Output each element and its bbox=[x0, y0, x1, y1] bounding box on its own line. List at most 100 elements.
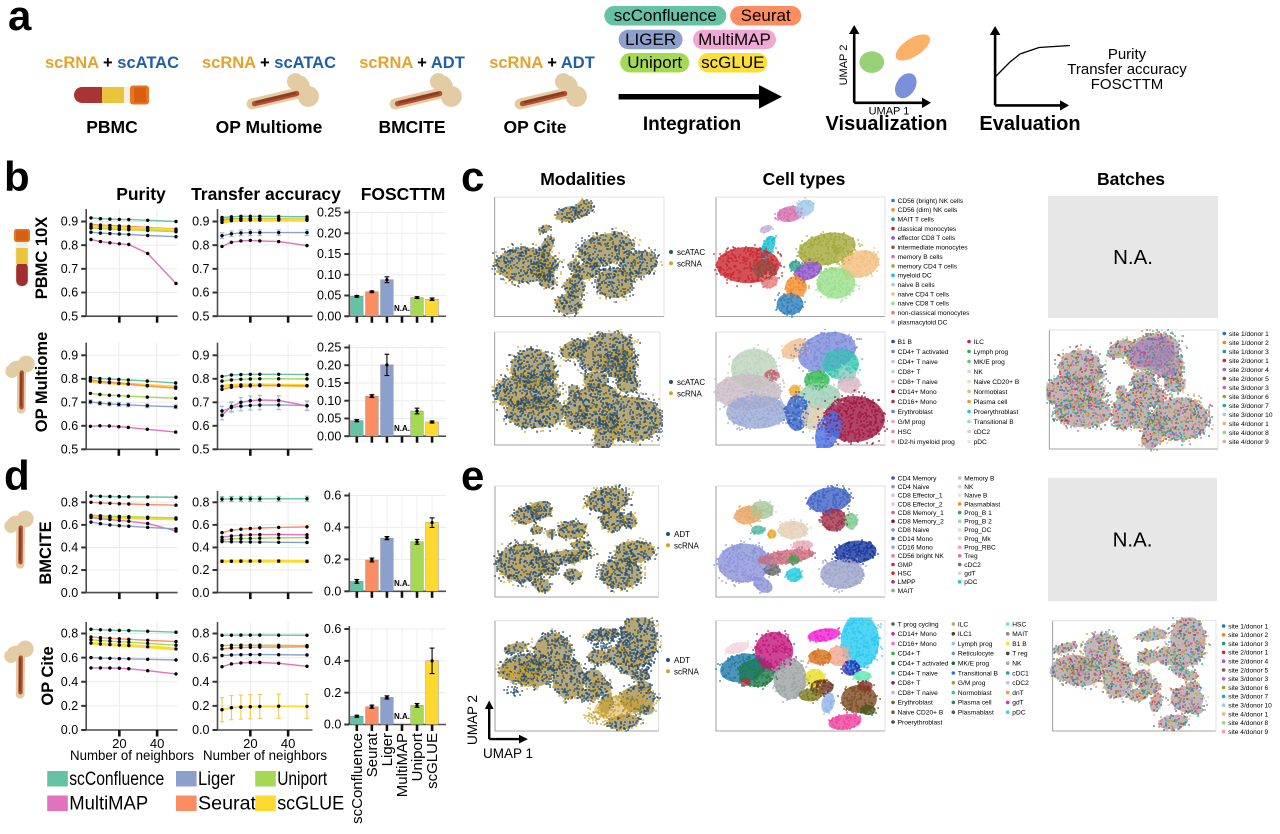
svg-text:Uniport: Uniport bbox=[627, 53, 682, 72]
svg-text:effector CD8 T cells: effector CD8 T cells bbox=[898, 235, 956, 242]
svg-text:site 1/donor 3: site 1/donor 3 bbox=[1228, 641, 1268, 648]
svg-text:Seurat: Seurat bbox=[741, 6, 791, 25]
svg-text:CD56 bright NK: CD56 bright NK bbox=[898, 553, 945, 560]
svg-text:0.6: 0.6 bbox=[61, 518, 78, 532]
svg-text:Purity: Purity bbox=[116, 184, 166, 204]
svg-text:Number of neighbors: Number of neighbors bbox=[203, 747, 327, 763]
svg-text:site 2/donor 1: site 2/donor 1 bbox=[1228, 650, 1268, 657]
svg-text:scRNA: scRNA bbox=[674, 667, 700, 676]
svg-text:CD14+ Mono: CD14+ Mono bbox=[898, 631, 937, 638]
svg-text:site 1/donor 1: site 1/donor 1 bbox=[1229, 331, 1269, 338]
svg-text:G/M prog: G/M prog bbox=[898, 419, 926, 426]
svg-text:naive CD4 T cells: naive CD4 T cells bbox=[898, 291, 950, 298]
svg-text:ID2-hi myeloid prog: ID2-hi myeloid prog bbox=[898, 439, 956, 446]
svg-text:0.6: 0.6 bbox=[324, 622, 341, 636]
svg-text:0.5: 0.5 bbox=[61, 309, 78, 323]
svg-text:40: 40 bbox=[281, 736, 295, 751]
svg-text:0.7: 0.7 bbox=[61, 396, 78, 410]
svg-text:MAIT: MAIT bbox=[898, 588, 914, 595]
svg-text:0.0: 0.0 bbox=[324, 718, 341, 732]
svg-text:site 4/donor 8: site 4/donor 8 bbox=[1229, 430, 1269, 437]
svg-text:Naive CD20+ B: Naive CD20+ B bbox=[898, 710, 944, 717]
svg-text:memory B cells: memory B cells bbox=[898, 254, 944, 261]
svg-text:MK/E prog: MK/E prog bbox=[974, 359, 1005, 366]
svg-text:CD4 Memory: CD4 Memory bbox=[898, 475, 938, 482]
svg-text:BMCITE: BMCITE bbox=[37, 521, 55, 584]
svg-text:site 4/donor 1: site 4/donor 1 bbox=[1228, 711, 1268, 718]
svg-text:CD4+ T activated: CD4+ T activated bbox=[898, 661, 949, 668]
svg-text:Modalities: Modalities bbox=[540, 169, 626, 189]
svg-text:site 2/donor 4: site 2/donor 4 bbox=[1228, 659, 1268, 666]
svg-text:UMAP 1: UMAP 1 bbox=[483, 746, 533, 761]
svg-text:Lymph prog: Lymph prog bbox=[974, 349, 1009, 356]
svg-text:OP Cite: OP Cite bbox=[504, 117, 567, 137]
svg-text:0.6: 0.6 bbox=[192, 518, 209, 532]
svg-text:site 1/donor 2: site 1/donor 2 bbox=[1229, 340, 1269, 347]
svg-text:Prog_B 2: Prog_B 2 bbox=[964, 519, 992, 526]
svg-text:CD4+ T activated: CD4+ T activated bbox=[898, 349, 949, 356]
svg-text:Liger: Liger bbox=[198, 769, 236, 790]
svg-text:site 4/donor 9: site 4/donor 9 bbox=[1229, 439, 1269, 446]
svg-text:Transitional B: Transitional B bbox=[974, 419, 1015, 426]
svg-text:Liger: Liger bbox=[379, 733, 396, 766]
svg-text:0.20: 0.20 bbox=[317, 226, 341, 240]
svg-text:NK: NK bbox=[974, 369, 984, 376]
svg-text:0.8: 0.8 bbox=[61, 496, 78, 510]
svg-text:scATAC: scATAC bbox=[677, 248, 705, 257]
svg-text:Prog_Mk: Prog_Mk bbox=[964, 536, 991, 543]
svg-text:scATAC: scATAC bbox=[677, 378, 705, 387]
svg-text:0.2: 0.2 bbox=[192, 699, 209, 713]
svg-text:Transfer accuracy: Transfer accuracy bbox=[191, 184, 341, 204]
svg-text:scGLUE: scGLUE bbox=[277, 794, 344, 815]
svg-text:UMAP 1: UMAP 1 bbox=[869, 106, 910, 118]
svg-text:site 4/donor 1: site 4/donor 1 bbox=[1229, 421, 1269, 428]
svg-text:OP Cite: OP Cite bbox=[39, 646, 57, 705]
svg-text:0.5: 0.5 bbox=[192, 309, 209, 323]
svg-text:0.6: 0.6 bbox=[61, 651, 78, 665]
svg-text:0.6: 0.6 bbox=[192, 651, 209, 665]
svg-text:CD4+ T naive: CD4+ T naive bbox=[898, 359, 939, 366]
svg-text:scConfluence: scConfluence bbox=[614, 6, 717, 25]
svg-text:e: e bbox=[461, 452, 484, 499]
svg-text:PBMC 10X: PBMC 10X bbox=[33, 217, 51, 300]
svg-text:Normoblast: Normoblast bbox=[974, 389, 1008, 396]
svg-text:dnT: dnT bbox=[1012, 690, 1023, 697]
svg-text:0.0: 0.0 bbox=[61, 723, 78, 737]
svg-text:0.2: 0.2 bbox=[192, 563, 209, 577]
svg-text:0.05: 0.05 bbox=[317, 412, 341, 426]
svg-text:CD16 Mono: CD16 Mono bbox=[898, 545, 934, 552]
svg-text:N.A.: N.A. bbox=[394, 304, 410, 313]
svg-text:Proerythroblast: Proerythroblast bbox=[898, 719, 943, 726]
svg-text:ADT: ADT bbox=[674, 530, 690, 539]
svg-text:site 2/donor 5: site 2/donor 5 bbox=[1228, 667, 1268, 674]
svg-text:CD8 Memory_2: CD8 Memory_2 bbox=[898, 519, 945, 526]
svg-text:0.9: 0.9 bbox=[61, 215, 78, 229]
svg-text:N.A.: N.A. bbox=[394, 712, 410, 721]
svg-text:scGLUE: scGLUE bbox=[701, 53, 764, 72]
svg-text:0.7: 0.7 bbox=[192, 262, 209, 276]
svg-text:pDC: pDC bbox=[964, 579, 977, 586]
svg-text:Prog_B 1: Prog_B 1 bbox=[964, 510, 992, 517]
svg-text:0.15: 0.15 bbox=[317, 376, 341, 390]
svg-text:CD8+ T: CD8+ T bbox=[898, 680, 921, 687]
svg-text:cDC2: cDC2 bbox=[964, 562, 981, 569]
svg-text:Prog_DC: Prog_DC bbox=[964, 527, 991, 534]
svg-text:CD56 (bright) NK cells: CD56 (bright) NK cells bbox=[898, 198, 964, 205]
svg-text:Plasmablast: Plasmablast bbox=[958, 710, 994, 717]
svg-text:MultiMAP: MultiMAP bbox=[394, 733, 411, 797]
svg-text:naive B cells: naive B cells bbox=[898, 282, 936, 289]
svg-text:CD16+ Mono: CD16+ Mono bbox=[898, 641, 937, 648]
svg-text:0.5: 0.5 bbox=[192, 443, 209, 457]
svg-text:0.00: 0.00 bbox=[317, 429, 341, 443]
svg-text:T reg: T reg bbox=[1012, 651, 1028, 658]
svg-text:Erythroblast: Erythroblast bbox=[898, 700, 933, 707]
svg-text:Normoblast: Normoblast bbox=[958, 690, 992, 697]
svg-text:CD8+ T naive: CD8+ T naive bbox=[898, 379, 939, 386]
svg-text:gdT: gdT bbox=[964, 570, 975, 577]
svg-text:NK: NK bbox=[964, 484, 974, 491]
svg-text:0.4: 0.4 bbox=[324, 521, 341, 535]
svg-text:ADT: ADT bbox=[674, 656, 690, 665]
svg-text:cDC2: cDC2 bbox=[974, 429, 991, 436]
svg-text:0.8: 0.8 bbox=[192, 627, 209, 641]
svg-text:0.2: 0.2 bbox=[61, 699, 78, 713]
